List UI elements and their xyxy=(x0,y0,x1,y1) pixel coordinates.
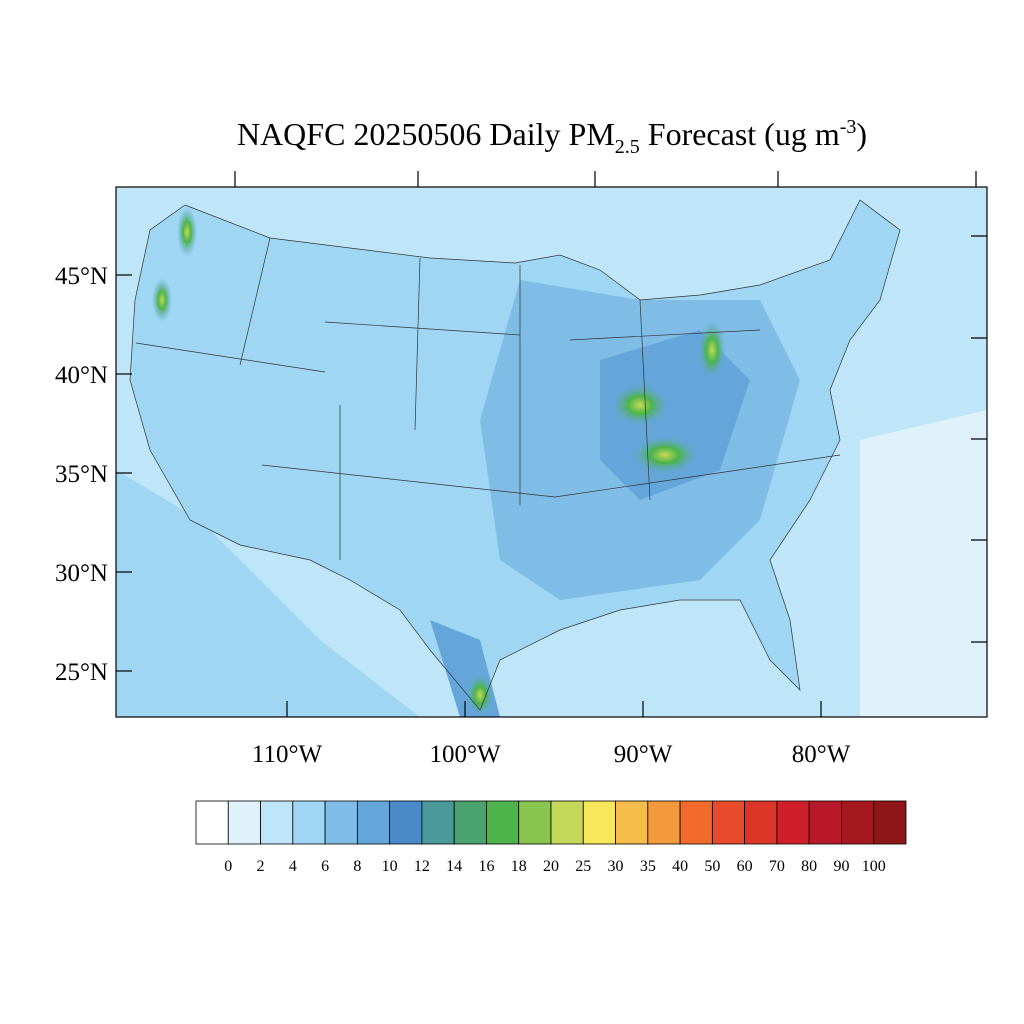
colorbar-label: 2 xyxy=(257,858,265,875)
lat-tick-label: 30°N xyxy=(55,560,108,587)
hotspot xyxy=(630,435,700,475)
colorbar-box xyxy=(324,800,358,845)
colorbar-label: 50 xyxy=(704,858,720,875)
lat-tick-label: 45°N xyxy=(55,263,108,290)
map-title: NAQFC 20250506 Daily PM2.5 Forecast (ug … xyxy=(237,116,867,158)
colorbar-box xyxy=(808,800,842,845)
colorbar-label: 70 xyxy=(769,858,785,875)
colorbar-box xyxy=(711,800,746,845)
map-area xyxy=(116,187,987,717)
colorbar-label: 14 xyxy=(446,858,462,875)
colorbar: 0 2 4 6 8 10 12 14 16 18 20 25 30 35 40 50 60 70 80 90 100 xyxy=(195,800,907,875)
colorbar-label: 12 xyxy=(414,858,430,875)
lon-tick-label: 80°W xyxy=(792,741,851,768)
colorbar-label: 6 xyxy=(321,858,329,875)
colorbar-label: 0 xyxy=(224,858,232,875)
colorbar-box xyxy=(421,800,455,845)
colorbar-label: 80 xyxy=(801,858,817,875)
colorbar-box xyxy=(776,800,810,845)
colorbar-label: 10 xyxy=(382,858,398,875)
lat-tick-label: 25°N xyxy=(55,659,108,686)
colorbar-box xyxy=(292,800,326,845)
lon-tick-label: 90°W xyxy=(614,741,673,768)
hotspot xyxy=(466,673,494,717)
colorbar-label: 90 xyxy=(833,858,849,875)
colorbar-box xyxy=(550,800,584,845)
colorbar-box xyxy=(679,800,713,845)
frame-ticks xyxy=(234,171,987,643)
hotspot xyxy=(152,278,172,322)
colorbar-box xyxy=(389,800,423,845)
colorbar-label: 4 xyxy=(289,858,297,875)
title-main: NAQFC 20250506 Daily PM xyxy=(237,116,615,152)
state-borders xyxy=(135,237,841,560)
lat-tick-label: 40°N xyxy=(55,362,108,389)
title-sup: -3 xyxy=(840,116,857,138)
colorbar-box xyxy=(453,800,487,845)
colorbar-label: 100 xyxy=(862,858,886,875)
colorbar-box xyxy=(841,800,875,845)
colorbar-label: 8 xyxy=(353,858,361,875)
hotspot xyxy=(177,207,197,257)
colorbar-label: 60 xyxy=(737,858,753,875)
title-sub: 2.5 xyxy=(615,136,640,158)
colorbar-box xyxy=(227,800,261,845)
colorbar-label: 20 xyxy=(543,858,559,875)
southwest-field xyxy=(116,470,420,717)
colorbar-box xyxy=(615,800,649,845)
colorbar-label: 40 xyxy=(672,858,688,875)
hotspot xyxy=(610,383,670,427)
colorbar-box xyxy=(744,800,778,845)
colorbar-label: 16 xyxy=(478,858,494,875)
title-mid: Forecast (ug m xyxy=(640,116,840,152)
colorbar-box xyxy=(647,800,681,845)
colorbar-label: 18 xyxy=(511,858,527,875)
axes: 45°N 40°N 35°N 30°N 25°N 110°W 100°W 90°W 80°W xyxy=(55,263,851,768)
colorbar-box xyxy=(873,800,907,845)
colorbar-box xyxy=(260,800,294,845)
colorbar-label: 25 xyxy=(575,858,591,875)
colorbar-box xyxy=(356,800,391,845)
lat-tick-label: 35°N xyxy=(55,461,108,488)
ocean-field xyxy=(860,410,987,717)
colorbar-label: 30 xyxy=(608,858,624,875)
title-end: ) xyxy=(856,116,867,152)
colorbar-box xyxy=(582,800,616,845)
lon-tick-label: 100°W xyxy=(429,741,500,768)
lon-tick-label: 110°W xyxy=(252,741,323,768)
coastline xyxy=(129,199,901,711)
map-frame xyxy=(115,186,988,718)
colorbar-box xyxy=(486,800,520,845)
colorbar-label: 35 xyxy=(640,858,656,875)
hotspot xyxy=(698,320,726,380)
colorbar-box xyxy=(518,800,552,845)
colorbar-box xyxy=(195,800,229,845)
